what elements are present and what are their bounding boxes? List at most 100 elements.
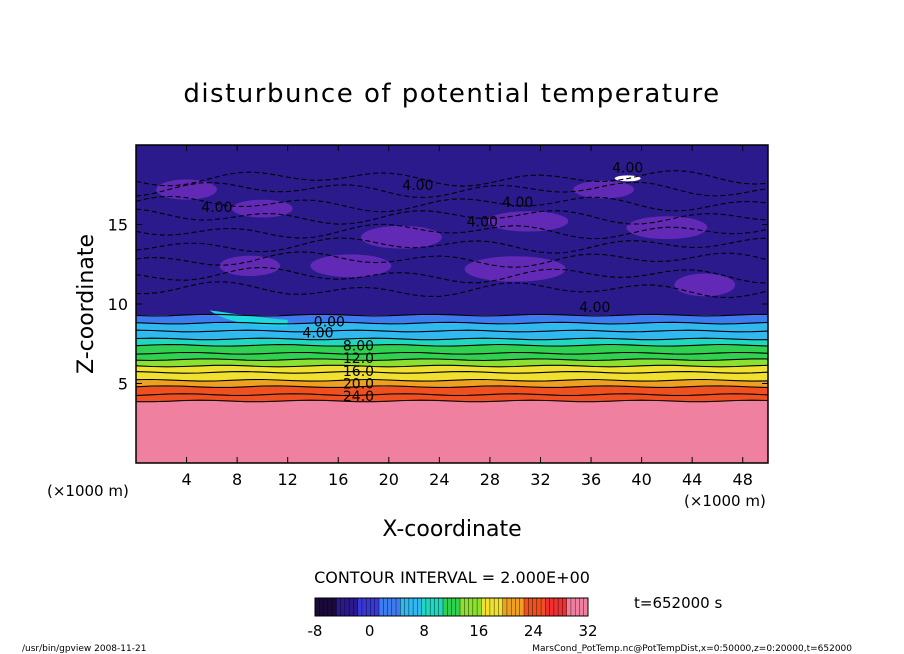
contour-line-5 [136,371,768,374]
contour-dashed-7 [136,266,768,284]
contour-line-7 [136,358,768,361]
colorbar-cell-54 [545,598,551,616]
contour-label-7: 4.00 [302,326,333,342]
colorbar-cell-60 [570,598,576,616]
contour-label-0: 4.00 [612,160,643,176]
contour-line-10 [136,337,768,341]
contour-line-12 [136,321,768,325]
contour-label-5: 4.00 [579,300,610,316]
colorbar-tick-label-0: -8 [308,622,323,640]
colorbar-cell-55 [549,598,555,616]
colorbar-cell-47 [515,598,521,616]
purple-patch-2 [360,225,442,249]
colorbar-cell-40 [485,598,491,616]
colorbar-cell-5 [336,598,342,616]
colorbar-cell-22 [408,598,414,616]
band-5 [136,366,768,373]
contour-label-10: 16.0 [343,364,374,380]
colorbar-cell-24 [417,598,423,616]
colorbar-cell-31 [447,598,452,616]
colorbar-cell-27 [430,598,435,616]
colorbar-cell-0 [315,598,320,616]
colorbar-cell-4 [332,598,337,616]
contour-label-9: 12.0 [343,351,374,367]
colorbar-cell-51 [532,598,538,616]
colorbar-cell-39 [481,598,487,616]
x-tick-label-5: 24 [429,470,449,489]
footer-right: MarsCond_PotTemp.nc@PotTempDist,x=0:5000… [532,644,852,654]
contour-dashed-8 [136,281,768,299]
colorbar-cell-56 [553,598,559,616]
contour-interval-text: CONTOUR INTERVAL = 2.000E+00 [314,568,590,587]
colorbar-cell-36 [468,598,474,616]
x-tick-label-8: 36 [581,470,601,489]
band-1 [136,394,768,401]
y-axis-label: Z-coordinate [74,234,99,374]
colorbar-tick-label-3: 16 [469,622,488,640]
colorbar-cell-12 [366,598,371,616]
colorbar-cell-2 [323,598,329,616]
colorbar-tick-label-5: 32 [578,622,597,640]
colorbar-cell-29 [438,598,444,616]
contour-dashed-2 [136,195,768,213]
contour-label-3: 4.00 [201,200,232,216]
colorbar-cell-17 [387,598,393,616]
x-axis-unit: (×1000 m) [684,492,766,510]
plot-area [136,145,768,463]
colorbar-cell-14 [374,598,380,616]
colorbar-cell-33 [455,598,461,616]
colorbar-cell-30 [442,598,448,616]
contour-line-1 [136,399,768,403]
colorbar-cell-15 [378,598,384,616]
colorbar-tick-label-1: 0 [365,622,375,640]
band-11 [136,323,768,332]
colorbar-cell-49 [524,598,529,616]
band-4 [136,372,768,381]
colorbar-cell-59 [566,598,572,616]
colorbar-cell-20 [400,598,406,616]
colorbar-cell-58 [562,598,568,616]
contour-dashed-1 [136,181,768,198]
colorbar-cell-42 [494,598,499,616]
colorbar-cell-19 [396,598,401,616]
contour-line-2 [136,393,768,396]
contour-label-4: 4.00 [467,214,498,230]
band-2 [136,386,768,395]
colorbar-cell-16 [383,598,389,616]
colorbar-cell-9 [353,598,359,616]
colorbar-cell-18 [391,598,397,616]
y-tick-label-0: 5 [118,375,128,394]
colorbar-cell-45 [506,598,512,616]
colorbar-cell-57 [558,598,563,616]
purple-patch-6 [464,256,566,282]
colorbar-cell-37 [472,598,478,616]
contour-dashed-6 [136,251,768,268]
colorbar-cell-62 [579,598,585,616]
colorbar [314,598,589,616]
x-tick-label-1: 8 [232,470,242,489]
x-axis-label: X-coordinate [382,517,521,542]
contour-line-4 [136,378,768,382]
contour-dashed-5 [136,237,768,254]
contour-label-2: 4.00 [502,195,533,211]
chart-title: disturbunce of potential temperature [183,79,720,109]
x-tick-label-10: 44 [682,470,702,489]
y-tick-label-2: 15 [108,216,128,235]
contour-label-6: 0.00 [314,314,345,330]
colorbar-cell-8 [349,598,354,616]
colorbar-cell-21 [404,598,410,616]
colorbar-cell-61 [575,598,580,616]
colorbar-cell-52 [536,598,542,616]
colorbar-cell-3 [327,598,333,616]
colorbar-cell-28 [434,598,440,616]
colorbar-cell-43 [498,598,504,616]
band-7 [136,353,768,360]
colorbar-cell-7 [344,598,350,616]
colorbar-cell-53 [541,598,546,616]
purple-patch-5 [310,254,392,278]
colorbar-cell-46 [511,598,516,616]
colorbar-cell-50 [528,598,534,616]
contour-line-3 [136,385,768,389]
